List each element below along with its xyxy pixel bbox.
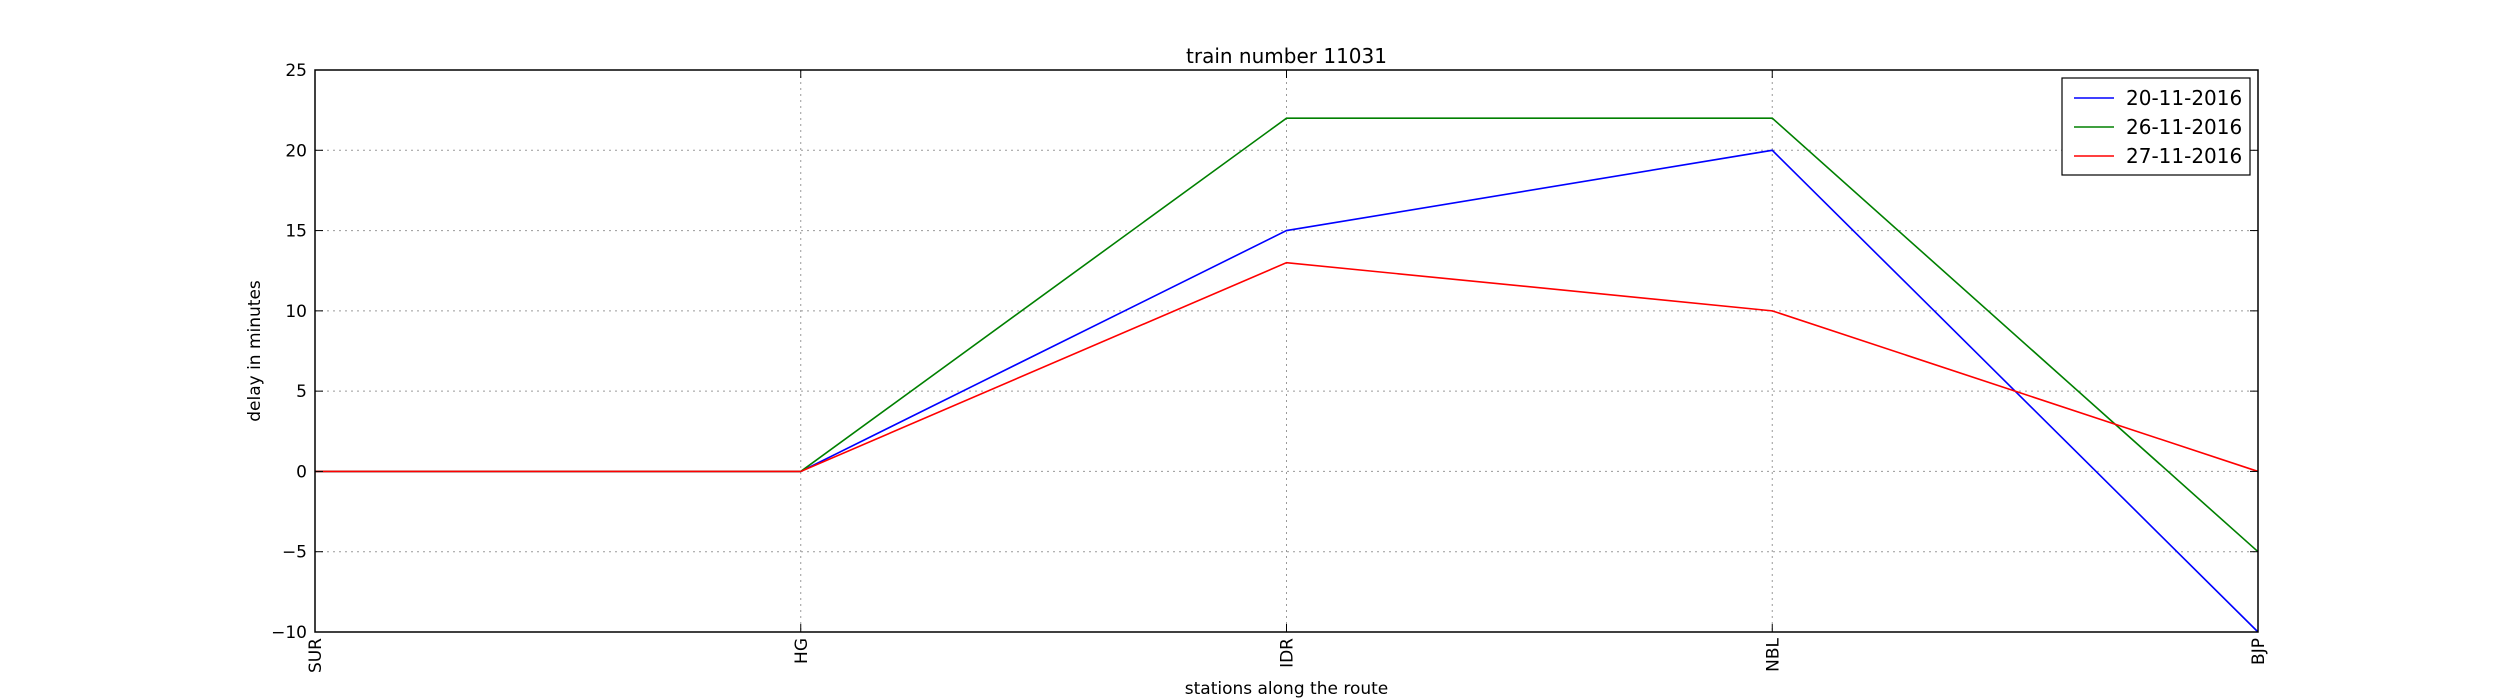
series-lines xyxy=(315,117,2259,633)
y-tick-label: 15 xyxy=(285,222,307,242)
legend-label: 20-11-2016 xyxy=(2126,86,2242,110)
y-tick-label: 25 xyxy=(285,61,307,81)
x-tick-label: HG xyxy=(792,638,812,664)
y-tick-label: −5 xyxy=(282,543,307,563)
x-tick-label: IDR xyxy=(1278,638,1298,668)
x-tick-label: NBL xyxy=(1763,637,1783,671)
y-axis-title: delay in minutes xyxy=(245,280,265,422)
legend: 20-11-2016 26-11-2016 27-11-2016 xyxy=(2061,77,2251,176)
x-tick-label: BJP xyxy=(2249,638,2269,665)
legend-label: 27-11-2016 xyxy=(2126,144,2242,168)
y-tick-label: 5 xyxy=(296,382,307,402)
y-tick-label: −10 xyxy=(271,623,307,643)
x-axis-title: stations along the route xyxy=(1185,679,1389,699)
y-tick-label: 20 xyxy=(285,141,307,161)
x-tick-label: SUR xyxy=(306,638,326,673)
series-line-27-11-2016 xyxy=(315,261,2259,473)
y-tick-label: 10 xyxy=(285,302,307,322)
y-tick-label: 0 xyxy=(296,462,307,482)
chart-title: train number 11031 xyxy=(1186,44,1387,68)
axis-ticks: −10 −5 0 5 10 15 20 25 SUR HG IDR NBL BJP xyxy=(271,61,2269,673)
legend-label: 26-11-2016 xyxy=(2126,115,2242,139)
